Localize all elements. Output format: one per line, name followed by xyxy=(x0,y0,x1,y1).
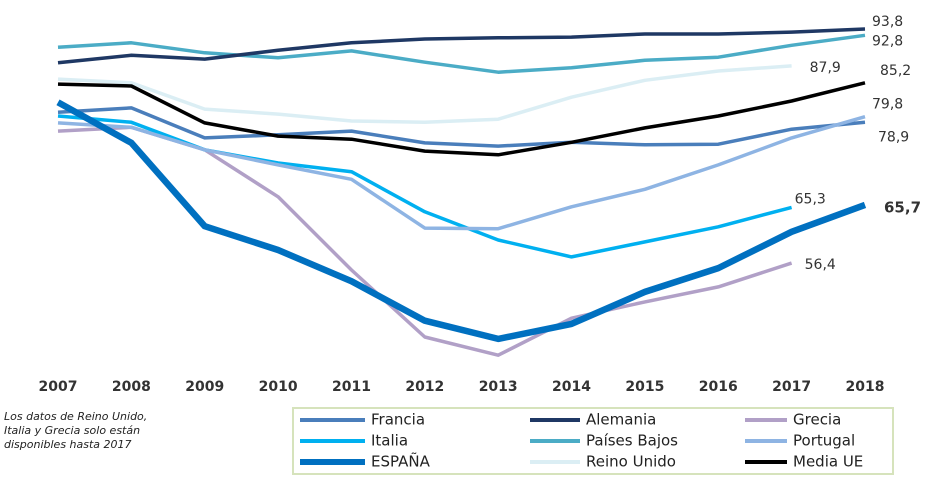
value-label: 78,9 xyxy=(878,129,909,145)
legend-label: Grecia xyxy=(793,411,841,429)
x-tick-label: 2012 xyxy=(405,379,444,395)
x-tick-label: 2014 xyxy=(552,379,591,395)
series-line xyxy=(56,99,867,343)
legend-label: Italia xyxy=(371,432,408,450)
x-tick-label: 2017 xyxy=(772,379,811,395)
value-label: 92,8 xyxy=(872,33,903,49)
x-tick-label: 2016 xyxy=(699,379,738,395)
legend-label: Portugal xyxy=(793,432,855,450)
value-label: 65,3 xyxy=(795,191,826,207)
x-tick-label: 2018 xyxy=(846,379,885,395)
note: disponibles hasta 2017 xyxy=(4,438,132,451)
legend-label: Países Bajos xyxy=(586,432,678,450)
x-tick-label: 2009 xyxy=(185,379,224,395)
value-label: 56,4 xyxy=(805,257,836,273)
x-tick-label: 2011 xyxy=(332,379,371,395)
value-label: 87,9 xyxy=(810,60,841,76)
x-tick-label: 2008 xyxy=(112,379,151,395)
legend-label: Francia xyxy=(371,411,425,429)
legend-box xyxy=(292,407,894,475)
value-label: 79,8 xyxy=(872,97,903,113)
series-line xyxy=(57,81,866,157)
note: Italia y Grecia solo están xyxy=(4,424,140,437)
value-label: 93,8 xyxy=(872,14,903,30)
note: Los datos de Reino Unido, xyxy=(4,410,147,423)
series-line xyxy=(57,106,866,148)
series-line xyxy=(57,64,792,125)
series-line xyxy=(57,27,866,65)
legend-label: Media UE xyxy=(793,453,863,471)
x-tick-label: 2007 xyxy=(39,379,78,395)
legend-label: Alemania xyxy=(586,411,656,429)
series-line xyxy=(57,115,866,231)
x-tick-label: 2013 xyxy=(479,379,518,395)
legend-label: Reino Unido xyxy=(586,453,676,471)
value-label: 65,7 xyxy=(884,198,921,216)
value-label: 85,2 xyxy=(880,63,911,79)
x-tick-label: 2010 xyxy=(259,379,298,395)
x-tick-label: 2015 xyxy=(625,379,664,395)
series-line xyxy=(57,33,866,74)
legend-label: ESPAÑA xyxy=(371,452,431,471)
